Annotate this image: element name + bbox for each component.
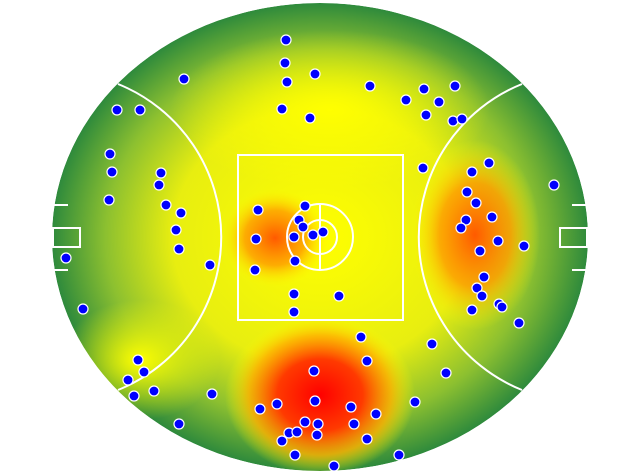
player-point <box>153 179 165 191</box>
player-point <box>106 166 118 178</box>
player-point <box>518 240 530 252</box>
player-point <box>328 460 340 472</box>
player-point <box>466 166 478 178</box>
player-point <box>461 186 473 198</box>
field-lines <box>52 83 588 391</box>
player-point <box>206 388 218 400</box>
player-point <box>433 96 445 108</box>
player-point <box>148 385 160 397</box>
player-point <box>333 290 345 302</box>
player-point <box>271 398 283 410</box>
player-point <box>308 365 320 377</box>
player-point <box>361 355 373 367</box>
player-point <box>364 80 376 92</box>
player-point <box>417 162 429 174</box>
player-point <box>311 429 323 441</box>
player-point <box>483 157 495 169</box>
player-point <box>122 374 134 386</box>
player-point <box>128 390 140 402</box>
player-point <box>170 224 182 236</box>
player-point <box>348 418 360 430</box>
player-point <box>317 226 329 238</box>
player-point <box>276 103 288 115</box>
player-point <box>476 290 488 302</box>
player-point <box>132 354 144 366</box>
player-point <box>486 211 498 223</box>
player-point <box>155 167 167 179</box>
player-point <box>460 214 472 226</box>
player-point <box>249 264 261 276</box>
player-point <box>470 197 482 209</box>
player-point <box>513 317 525 329</box>
player-point <box>252 204 264 216</box>
player-point <box>426 338 438 350</box>
player-point <box>299 416 311 428</box>
player-point <box>447 115 459 127</box>
player-point <box>276 435 288 447</box>
player-point <box>496 301 508 313</box>
player-point <box>471 282 483 294</box>
player-point <box>281 76 293 88</box>
player-point <box>279 57 291 69</box>
player-point <box>548 179 560 191</box>
player-point <box>77 303 89 315</box>
player-point <box>455 222 467 234</box>
player-point <box>309 68 321 80</box>
player-point <box>307 229 319 241</box>
player-point <box>289 255 301 267</box>
player-point <box>288 306 300 318</box>
player-point <box>304 112 316 124</box>
player-point <box>312 418 324 430</box>
player-point <box>138 366 150 378</box>
player-point <box>288 288 300 300</box>
player-point <box>440 367 452 379</box>
player-point <box>178 73 190 85</box>
player-point <box>420 109 432 121</box>
player-point <box>449 80 461 92</box>
player-point <box>289 449 301 461</box>
player-point <box>297 221 309 233</box>
player-point <box>280 34 292 46</box>
player-point <box>418 83 430 95</box>
player-point <box>173 418 185 430</box>
player-point <box>254 403 266 415</box>
player-point <box>134 104 146 116</box>
player-point <box>103 194 115 206</box>
player-point <box>288 231 300 243</box>
player-point <box>466 304 478 316</box>
player-point <box>250 233 262 245</box>
player-point <box>60 252 72 264</box>
player-point <box>478 271 490 283</box>
player-point <box>175 207 187 219</box>
player-point <box>474 245 486 257</box>
player-point <box>370 408 382 420</box>
player-point <box>456 113 468 125</box>
player-point <box>204 259 216 271</box>
player-point <box>160 199 172 211</box>
player-point <box>111 104 123 116</box>
player-point <box>173 243 185 255</box>
player-point <box>393 449 405 461</box>
player-point <box>299 200 311 212</box>
player-point <box>409 396 421 408</box>
player-point <box>345 401 357 413</box>
player-point <box>400 94 412 106</box>
player-point <box>309 395 321 407</box>
player-point <box>104 148 116 160</box>
player-point <box>492 235 504 247</box>
player-point <box>291 426 303 438</box>
player-point <box>361 433 373 445</box>
player-point <box>355 331 367 343</box>
